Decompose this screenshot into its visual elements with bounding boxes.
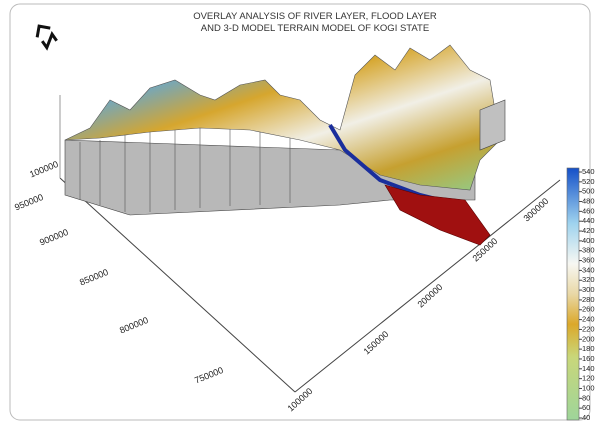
y-axis-label: 750000 (193, 365, 225, 386)
y-axis-label: 100000 (28, 159, 60, 180)
colorbar-label: 260 (582, 305, 595, 314)
colorbar-label: 100 (582, 383, 595, 392)
colorbar-label: 160 (582, 354, 595, 363)
colorbar-label: 520 (582, 177, 595, 186)
y-axis-label: 850000 (78, 267, 110, 288)
x-axis-label: 100000 (285, 386, 314, 414)
y-axis-label: 800000 (118, 315, 150, 336)
colorbar-label: 120 (582, 374, 595, 383)
colorbar-label: 540 (582, 167, 595, 176)
north-arrow (33, 22, 59, 49)
title-line: AND 3-D MODEL TERRAIN MODEL OF KOGI STAT… (201, 23, 429, 34)
colorbar-label: 220 (582, 324, 595, 333)
x-axis-label: 300000 (521, 196, 550, 224)
colorbar-label: 400 (582, 236, 595, 245)
colorbar-label: 320 (582, 275, 595, 284)
colorbar-label: 440 (582, 216, 595, 225)
title-line: OVERLAY ANALYSIS OF RIVER LAYER, FLOOD L… (193, 11, 437, 22)
colorbar (567, 168, 579, 420)
x-axis-label: 200000 (415, 282, 444, 310)
x-axis-label: 150000 (361, 329, 390, 357)
colorbar-label: 480 (582, 197, 595, 206)
colorbar-label: 360 (582, 256, 595, 265)
y-axis-label: 950000 (13, 192, 45, 213)
colorbar-label: 80 (582, 393, 590, 402)
y-axis-label: 900000 (38, 227, 70, 248)
colorbar-label: 420 (582, 226, 595, 235)
colorbar-label: 300 (582, 285, 595, 294)
colorbar-label: 460 (582, 206, 595, 215)
colorbar-label: 500 (582, 187, 595, 196)
colorbar-label: 340 (582, 265, 595, 274)
colorbar-label: 280 (582, 295, 595, 304)
colorbar-label: 140 (582, 364, 595, 373)
colorbar-label: 200 (582, 334, 595, 343)
map-figure: OVERLAY ANALYSIS OF RIVER LAYER, FLOOD L… (0, 0, 600, 423)
colorbar-label: 40 (582, 413, 590, 422)
colorbar-label: 180 (582, 344, 595, 353)
colorbar-label: 240 (582, 315, 595, 324)
colorbar-label: 60 (582, 403, 590, 412)
colorbar-label: 380 (582, 246, 595, 255)
page: OVERLAY ANALYSIS OF RIVER LAYER, FLOOD L… (0, 0, 600, 423)
